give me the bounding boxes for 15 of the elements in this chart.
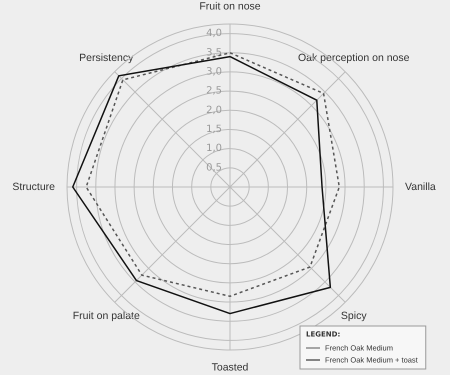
y-tick-label: 1,0 [206, 143, 222, 154]
y-tick-label: 2,0 [206, 104, 222, 116]
spoke-label: Toasted [212, 362, 249, 374]
spoke-label: Spicy [340, 310, 368, 322]
y-tick-label: 1,5 [206, 124, 222, 135]
y-tick-label: 4,0 [206, 28, 222, 40]
spoke-label: Vanilla [405, 181, 436, 193]
spoke-label: Fruit on palate [72, 310, 140, 322]
y-tick-label: 3,5 [206, 47, 222, 58]
y-tick-label: 2,5 [206, 86, 222, 97]
y-tick-label: 0,5 [206, 162, 222, 174]
spoke-label: Structure [12, 181, 56, 193]
y-tick-label: 3,0 [206, 66, 222, 78]
spoke-label: Persistency [79, 52, 134, 64]
spoke-label: Fruit on nose [199, 0, 261, 12]
